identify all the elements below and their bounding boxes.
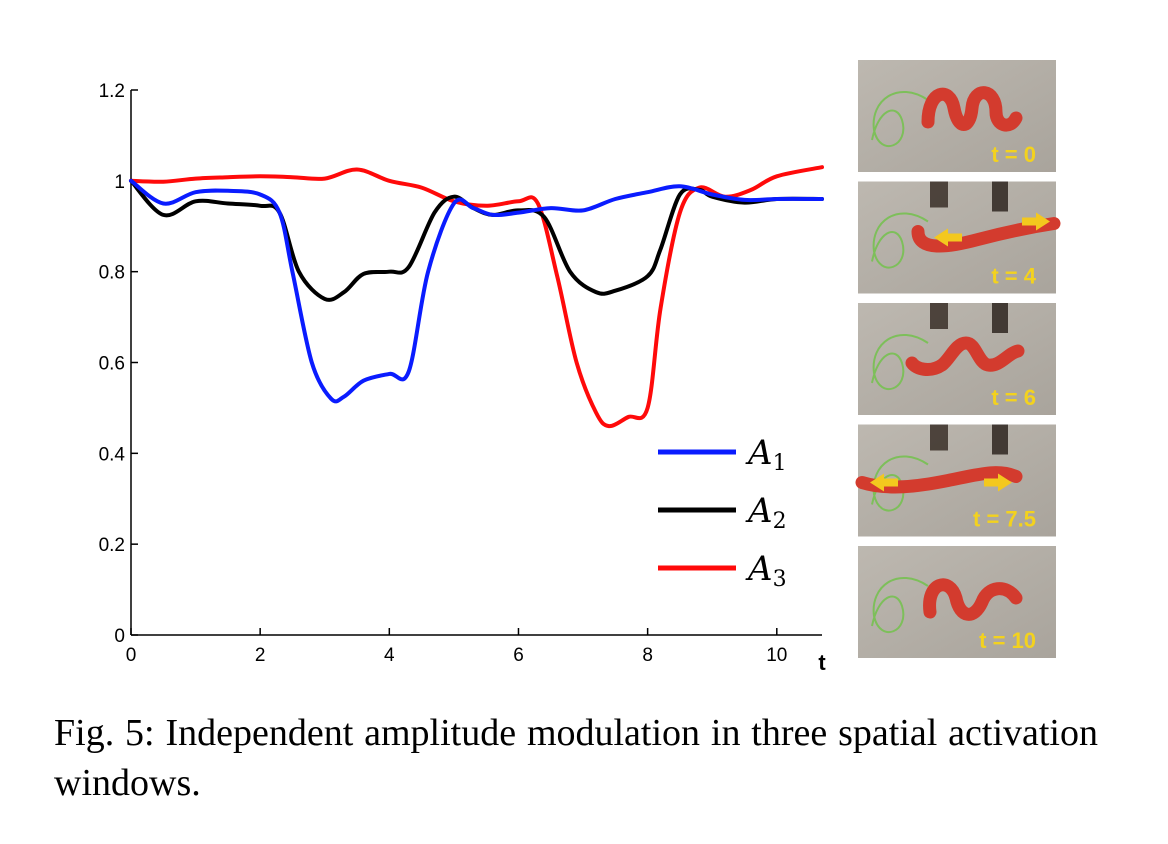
figure: 0 0.2 0.4 0.6 0.8 1 1.2 0 2 4 6 8 10 A1 A2 A3 t t = 0… — [99, 60, 1061, 675]
x-tick-label: 8 — [642, 645, 653, 666]
photo-time-label: t = 7.5 — [973, 507, 1036, 532]
y-tick-label: 0.6 — [99, 354, 125, 375]
robot-shape — [923, 578, 1023, 621]
x-tick-label: 0 — [126, 645, 137, 666]
photo-time-label: t = 4 — [991, 264, 1036, 289]
cable-shape — [871, 455, 929, 512]
series-line-a1 — [129, 178, 824, 404]
x-tick-label: 10 — [766, 645, 787, 666]
cable-shape — [871, 333, 929, 391]
photo-frame: t = 7.5 — [855, 424, 1056, 537]
legend-label-a1: A1 — [745, 433, 787, 476]
operator-shape — [992, 424, 1008, 455]
robot-shape — [905, 336, 1025, 376]
cable-shape — [871, 576, 929, 634]
photo-time-label: t = 6 — [991, 385, 1036, 410]
cable-shape — [871, 212, 929, 269]
operator-shape — [930, 424, 948, 451]
y-tick-label: 0.8 — [99, 263, 125, 284]
y-tick-label: 1.2 — [99, 81, 125, 102]
operator-shape — [992, 303, 1008, 333]
legend-label-a3: A3 — [745, 549, 787, 592]
legend-label-a2: A2 — [745, 491, 787, 534]
operator-shape — [930, 303, 948, 329]
photo-background — [858, 303, 1056, 415]
cable-shape — [871, 90, 929, 148]
y-tick-label: 0.4 — [99, 444, 126, 465]
legend: A1 A2 A3 — [658, 433, 787, 592]
arrow-left-icon — [934, 228, 962, 247]
series-line-a2 — [129, 178, 824, 302]
x-axis: 0 2 4 6 8 10 — [126, 628, 822, 666]
line-chart: 0 0.2 0.4 0.6 0.8 1 1.2 0 2 4 6 8 10 A1 A2 A3 t — [99, 81, 827, 675]
x-tick-label: 6 — [513, 645, 524, 666]
operator-shape — [930, 181, 948, 208]
operator-shape — [992, 181, 1008, 212]
y-tick-label: 1 — [114, 172, 125, 193]
robot-shape — [855, 466, 1023, 494]
series-lines — [129, 165, 824, 429]
photo-time-label: t = 10 — [979, 628, 1036, 653]
y-tick-label: 0.2 — [99, 535, 125, 556]
figure-caption: Fig. 5: Independent amplitude modulation… — [54, 712, 1098, 804]
x-tick-label: 4 — [384, 645, 395, 666]
robot-shape — [911, 217, 1061, 253]
arrow-left-icon — [870, 473, 898, 492]
photo-frame: t = 6 — [858, 303, 1056, 415]
photo-frame: t = 10 — [858, 546, 1056, 658]
photo-strip: t = 0 t = 4 t = 6 t = 7.5 t = 10 — [855, 60, 1061, 658]
arrow-right-icon — [984, 473, 1012, 492]
photo-time-label: t = 0 — [991, 142, 1036, 167]
arrow-right-icon — [1022, 212, 1050, 231]
robot-shape — [921, 86, 1023, 132]
series-line-a3 — [129, 165, 824, 429]
x-tick-label: 2 — [255, 645, 266, 666]
photo-frame: t = 4 — [858, 181, 1061, 294]
x-axis-label: t — [818, 650, 826, 675]
y-axis: 0 0.2 0.4 0.6 0.8 1 1.2 — [99, 81, 138, 647]
photo-frame: t = 0 — [858, 60, 1056, 172]
y-tick-label: 0 — [114, 626, 125, 647]
